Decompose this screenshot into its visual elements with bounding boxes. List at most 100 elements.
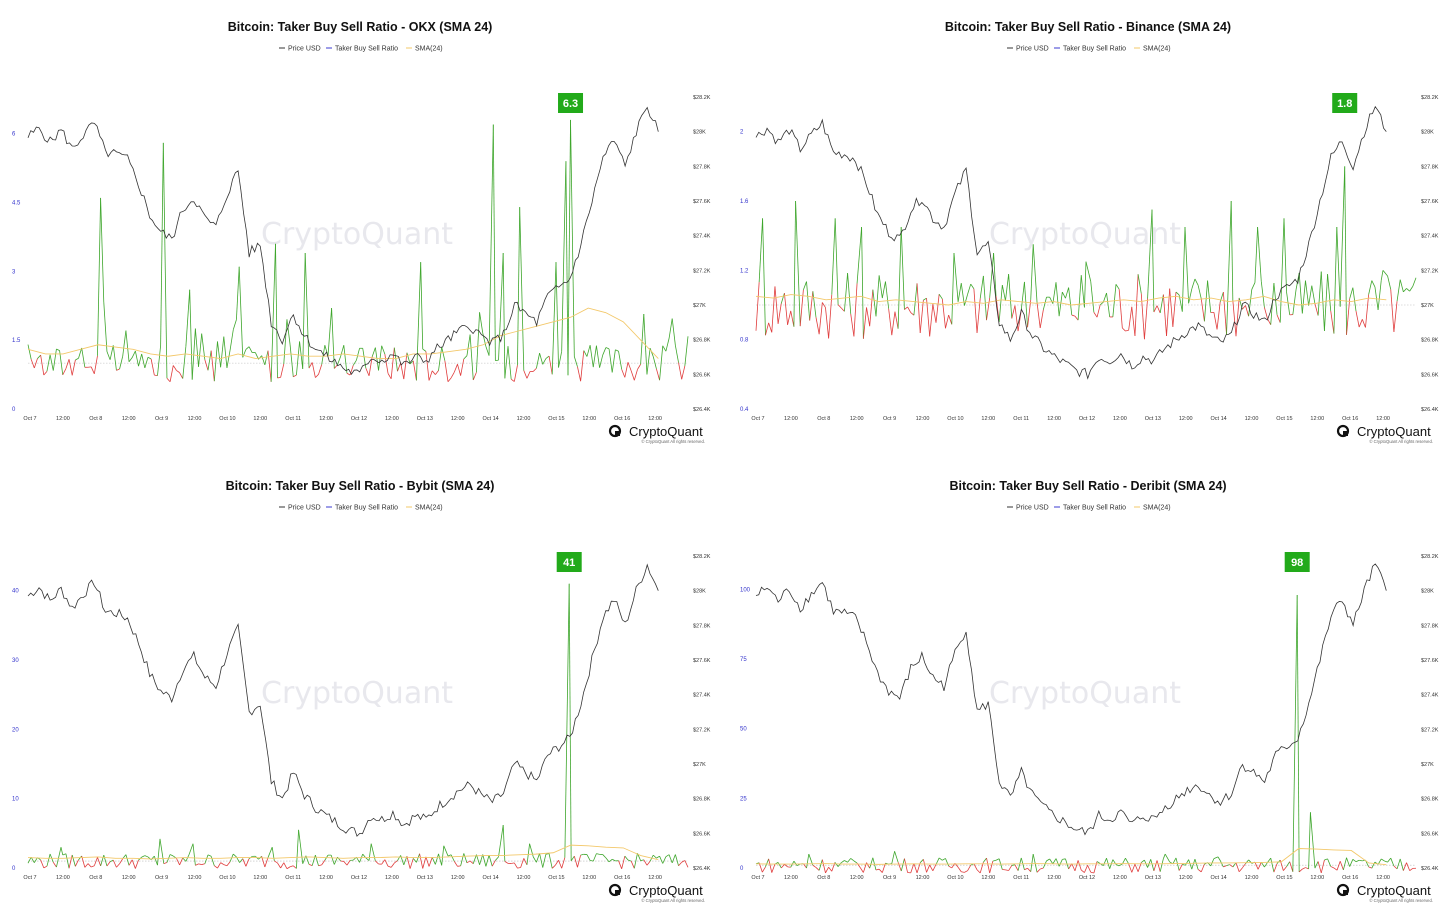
left-axis-tick: 1.5 [12, 338, 21, 344]
ratio-segment [318, 864, 322, 867]
ratio-segment [1134, 863, 1139, 872]
ratio-segment [1390, 857, 1395, 867]
ratio-segment [995, 858, 1000, 861]
ratio-segment [198, 863, 202, 865]
ratio-segment [1049, 858, 1054, 865]
ratio-segment [1153, 305, 1158, 313]
ratio-segment [932, 304, 937, 323]
peak-badge: 6.3 [558, 93, 584, 113]
copyright: © CryptoQuant All rights reserved. [1369, 439, 1433, 444]
ratio-segment [463, 853, 468, 863]
ratio-segment [476, 854, 480, 865]
x-axis-tick: 12:00 [385, 416, 399, 422]
x-axis-tick: 12:00 [253, 416, 267, 422]
ratio-segment [466, 334, 471, 356]
ratio-segment [172, 365, 177, 371]
ratio-segment [580, 350, 585, 382]
sma-line [27, 307, 659, 359]
ratio-segment [1264, 307, 1268, 320]
ratio-segment [502, 824, 506, 862]
ratio-segment [1052, 858, 1057, 865]
ratio-segment [1074, 315, 1079, 321]
ratio-segment [238, 266, 244, 358]
ratio-segment [232, 319, 237, 330]
ratio-segment [1200, 298, 1205, 322]
ratio-segment [1080, 275, 1085, 308]
right-axis-tick: $27.8K [693, 623, 711, 629]
left-axis-tick: 0 [12, 866, 16, 872]
x-axis-tick: 12:00 [517, 416, 531, 422]
ratio-segment [1226, 200, 1232, 335]
ratio-segment [274, 860, 278, 864]
price-line [27, 563, 659, 837]
brand-logo: CryptoQuant© CryptoQuant All rights rese… [1336, 424, 1433, 444]
ratio-segment [93, 857, 98, 866]
ratio-segment [204, 854, 209, 864]
right-axis-tick: $28.2K [693, 95, 711, 101]
ratio-segment [495, 359, 499, 362]
ratio-segment [513, 862, 518, 869]
ratio-segment [488, 124, 494, 356]
ratio-segment [1169, 288, 1174, 327]
legend-label: SMA(24) [415, 505, 443, 512]
ratio-segment [368, 843, 372, 861]
price-line [755, 105, 1387, 380]
right-axis-tick: $26.6K [1421, 372, 1439, 378]
ratio-segment [192, 843, 196, 866]
ratio-segment [1317, 271, 1322, 316]
ratio-segment [397, 855, 401, 861]
ratio-segment [605, 347, 610, 350]
ratio-segment [275, 243, 278, 378]
ratio-segment [134, 350, 139, 367]
ratio-segment [248, 346, 253, 353]
x-axis-tick: Oct 14 [1210, 875, 1226, 881]
ratio-segment [1014, 864, 1019, 871]
right-axis-tick: $26.6K [693, 372, 711, 378]
ratio-segment [1289, 861, 1294, 872]
ratio-segment [1185, 859, 1189, 866]
ratio-segment [318, 364, 323, 375]
right-axis-tick: $28K [1421, 130, 1434, 136]
ratio-segment [869, 289, 874, 327]
ratio-segment [862, 307, 867, 339]
ratio-segment [176, 858, 180, 866]
x-axis-tick: Oct 16 [614, 416, 630, 422]
ratio-segment [125, 854, 130, 866]
ratio-segment [352, 359, 357, 366]
x-axis-tick: Oct 7 [751, 416, 764, 422]
ratio-segment [878, 275, 883, 299]
ratio-segment [1178, 294, 1183, 312]
ratio-segment [945, 858, 950, 867]
ratio-segment [302, 252, 306, 369]
right-axis-tick: $27.4K [693, 234, 711, 240]
x-axis-tick: Oct 15 [1276, 875, 1292, 881]
ratio-segment [444, 360, 449, 382]
ratio-segment [828, 294, 833, 339]
ratio-segment [232, 853, 237, 858]
ratio-segment [755, 282, 760, 331]
ratio-segment [674, 854, 679, 866]
ratio-segment [106, 351, 111, 360]
chart-panel-deribit: Bitcoin: Taker Buy Sell Ratio - Deribit … [728, 459, 1456, 917]
right-axis-tick: $26.6K [1421, 831, 1439, 837]
ratio-segment [602, 854, 607, 859]
ratio-segment [1387, 857, 1392, 863]
ratio-segment [327, 308, 332, 356]
ratio-segment [153, 856, 158, 866]
ratio-segment [195, 863, 199, 866]
ratio-segment [1403, 288, 1407, 293]
ratio-segment [1074, 860, 1079, 871]
ratio-segment [1330, 310, 1335, 334]
x-axis-tick: Oct 16 [1342, 875, 1358, 881]
ratio-segment [1153, 860, 1158, 871]
ratio-segment [27, 344, 32, 360]
ratio-segment [913, 283, 918, 316]
legend-label: Price USD [1016, 505, 1049, 512]
ratio-segment [214, 865, 218, 869]
ratio-segment [922, 859, 927, 873]
ratio-segment [809, 291, 814, 321]
x-axis-tick: 12:00 [1179, 416, 1193, 422]
ratio-segment [577, 366, 582, 382]
right-axis-tick: $28K [693, 589, 706, 595]
ratio-segment [162, 142, 168, 379]
